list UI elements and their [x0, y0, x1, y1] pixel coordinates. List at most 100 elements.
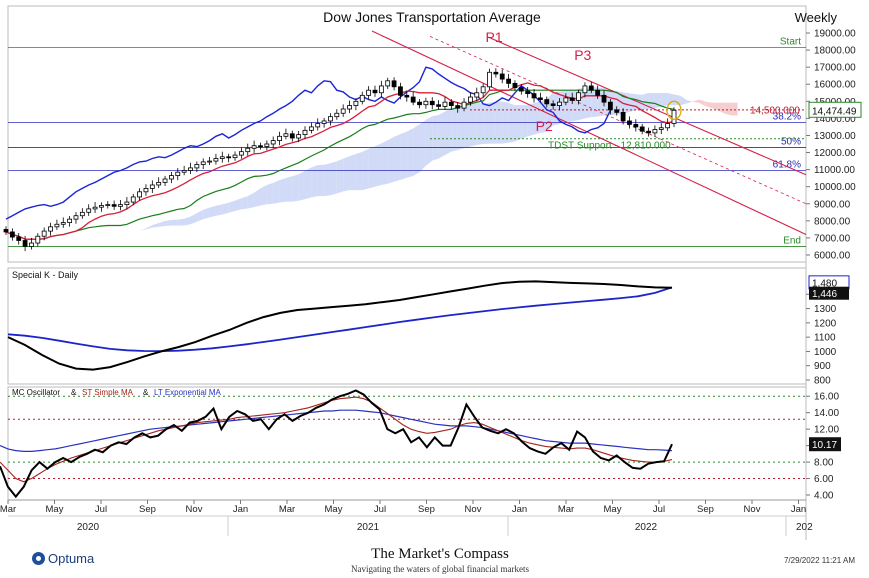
mc-y-tick-label: 6.00: [814, 474, 834, 485]
x-tick-label: May: [46, 504, 64, 515]
resistance-label: 14,500.000: [750, 105, 800, 116]
candle-down: [531, 93, 537, 99]
ichimoku-cloud-segment: [343, 156, 350, 192]
x-year-label: 202: [796, 522, 813, 533]
ichimoku-cloud-segment: [247, 192, 255, 209]
ichimoku-cloud-segment: [699, 99, 706, 107]
ichimoku-cloud-segment: [406, 128, 414, 178]
pivot-label: P1: [486, 29, 503, 45]
candle-up: [232, 154, 238, 159]
candle-down: [448, 101, 454, 106]
ichimoku-cloud-segment: [680, 95, 687, 106]
ichimoku-cloud-segment: [330, 161, 337, 196]
ichimoku-cloud-segment: [483, 102, 490, 144]
ichimoku-cloud-segment: [419, 119, 426, 173]
ichimoku-cloud-segment: [273, 180, 280, 204]
candle-down: [646, 130, 651, 134]
candle-down: [639, 126, 645, 132]
ichimoku-cloud-segment: [693, 99, 700, 104]
candle-down: [627, 120, 632, 125]
candle-up: [563, 97, 569, 103]
x-tick-label: Jan: [791, 504, 806, 515]
ichimoku-cloud-segment: [260, 184, 267, 206]
candle-up: [671, 109, 677, 124]
ichimoku-cloud-segment: [215, 204, 223, 216]
ichimoku-cloud-segment: [362, 148, 369, 191]
candle-up: [665, 123, 671, 129]
candle-down: [493, 71, 499, 75]
candle-up: [302, 129, 308, 136]
ichimoku-cloud-segment: [413, 124, 420, 177]
candle-up: [277, 135, 282, 141]
timeframe-label: Weekly: [795, 10, 838, 25]
ichimoku-cloud-segment: [432, 114, 439, 161]
ichimoku-cloud-segment: [292, 174, 299, 202]
optuma-logo-text: Optuma: [48, 551, 95, 566]
ichimoku-cloud-segment: [222, 202, 229, 215]
channel-line-median: [429, 36, 807, 205]
x-tick-label: Sep: [418, 504, 435, 515]
candle-down: [525, 90, 531, 95]
candle-up: [474, 92, 480, 98]
candle-down: [518, 87, 524, 92]
candle-up: [86, 208, 92, 213]
candle-up: [29, 242, 34, 247]
ichimoku-cloud-segment: [425, 116, 433, 166]
ichimoku-cloud-segment: [394, 134, 401, 182]
candle-up: [118, 204, 123, 207]
candle-up: [175, 171, 181, 176]
price-y-tick-label: 13000.00: [814, 131, 856, 142]
candle-down: [550, 103, 556, 106]
special-k-y-tick-label: 1300: [814, 304, 837, 315]
candle-up: [308, 126, 314, 131]
x-tick-label: Nov: [744, 504, 761, 515]
x-year-label: 2022: [635, 522, 658, 533]
candle-down: [499, 73, 505, 80]
candle-up: [366, 89, 372, 96]
ichimoku-cloud-segment: [190, 213, 197, 225]
ichimoku-cloud-segment: [241, 196, 248, 210]
candle-up: [652, 129, 658, 134]
mc-y-tick-label: 12.00: [814, 425, 839, 436]
mc-legend-item: ST Simple MA: [82, 388, 134, 397]
candle-up: [658, 127, 664, 130]
ichimoku-cloud-segment: [724, 102, 732, 116]
candle-up: [156, 182, 162, 186]
ichimoku-cloud-segment: [254, 188, 261, 208]
candle-up: [557, 101, 562, 106]
ichimoku-cloud-segment: [317, 164, 325, 197]
ichimoku-cloud-segment: [355, 151, 363, 191]
special-k-signal-value: 1,480: [812, 278, 837, 289]
ichimoku-cloud-segment: [476, 102, 484, 145]
candle-up: [92, 206, 98, 210]
ichimoku-cloud-segment: [298, 170, 306, 201]
ichimoku-cloud-segment: [686, 100, 694, 104]
candle-up: [468, 96, 473, 103]
ichimoku-cloud-segment: [165, 219, 172, 226]
level-label: 61.8%: [773, 159, 801, 170]
ichimoku-cloud-segment: [451, 106, 458, 152]
ichimoku-cloud-segment: [438, 111, 445, 159]
x-tick-label: Jul: [653, 504, 665, 515]
price-y-tick-label: 16000.00: [814, 80, 856, 91]
candle-up: [251, 145, 257, 149]
optuma-logo: Optuma: [32, 551, 94, 566]
x-tick-label: Jul: [374, 504, 386, 515]
candle-up: [137, 191, 143, 198]
chart-background: [0, 0, 869, 540]
last-price-label: 14,474.49: [812, 106, 857, 117]
candle-up: [296, 134, 302, 139]
candle-down: [620, 112, 626, 122]
candle-down: [601, 94, 607, 103]
candle-up: [328, 116, 333, 122]
ichimoku-cloud-segment: [674, 94, 681, 106]
level-label: 38.2%: [773, 112, 801, 123]
candle-down: [111, 204, 117, 207]
level-label: 50%: [781, 136, 801, 147]
chart-title: Dow Jones Transportation Average: [323, 9, 541, 25]
special-k-value: 1,446: [812, 289, 837, 300]
candle-up: [270, 140, 276, 145]
pivot-label: P3: [574, 47, 591, 63]
mc-legend-item: MC Oscillator: [12, 388, 60, 397]
ichimoku-cloud-segment: [324, 163, 331, 197]
